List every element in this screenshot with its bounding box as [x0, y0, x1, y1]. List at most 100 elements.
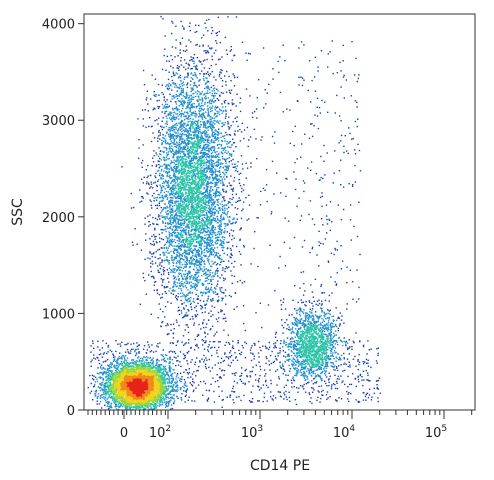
event-dot [168, 379, 170, 381]
event-dot [107, 384, 109, 386]
event-dot [168, 367, 171, 370]
event-dot [154, 403, 156, 406]
event-dot [126, 392, 128, 395]
event-dot [143, 368, 146, 370]
event-dot [112, 395, 114, 398]
event-dot [138, 381, 140, 383]
event-dot [164, 382, 167, 385]
event-dot [126, 368, 128, 370]
event-dot [140, 388, 142, 390]
event-dot [172, 362, 174, 365]
event-dot [154, 405, 156, 407]
event-dot [98, 359, 100, 362]
event-dot [167, 393, 169, 396]
event-dot [123, 386, 125, 388]
event-dot [136, 400, 138, 403]
event-dot [125, 380, 127, 383]
event-dot [130, 379, 132, 381]
event-dot [122, 380, 124, 382]
event-dot [153, 376, 156, 378]
event-dot [136, 392, 138, 395]
event-dot [127, 408, 129, 410]
event-dot [124, 383, 126, 385]
event-dot [110, 364, 113, 366]
event-dot [160, 397, 163, 399]
event-dot [172, 389, 174, 391]
event-dot [157, 396, 159, 398]
event-dot [157, 390, 159, 392]
event-dot [114, 386, 116, 388]
event-dot [146, 386, 149, 388]
event-dot [136, 384, 138, 387]
event-dot [124, 355, 127, 357]
event-dot [144, 371, 147, 373]
event-dot [168, 400, 171, 402]
event-dot [117, 368, 119, 370]
event-dot [158, 384, 160, 387]
event-dot [161, 404, 163, 406]
event-dot [139, 390, 141, 392]
event-dot [118, 386, 121, 388]
event-dot [120, 367, 122, 370]
event-dot [113, 385, 115, 388]
event-dot [161, 374, 163, 377]
event-dot [114, 405, 117, 407]
event-dot [110, 389, 112, 391]
event-dot [125, 386, 127, 388]
event-dot [153, 377, 156, 379]
event-dot [156, 386, 158, 388]
event-dot [140, 391, 142, 393]
event-dot [140, 403, 143, 405]
event-dot [105, 392, 107, 394]
event-dot [101, 382, 103, 384]
event-dot [118, 378, 120, 380]
event-dot [163, 397, 165, 399]
event-dot [176, 385, 178, 388]
event-dot [118, 391, 121, 394]
event-dot [138, 383, 140, 386]
event-dot [164, 370, 167, 373]
event-dot [139, 401, 141, 404]
event-dot [160, 395, 162, 397]
event-dot [158, 399, 161, 401]
event-dot [137, 369, 139, 371]
event-dot [155, 407, 157, 409]
event-dot [125, 360, 128, 362]
event-dot [137, 392, 139, 395]
event-dot [185, 394, 187, 396]
event-dot [109, 390, 111, 393]
event-dot [120, 368, 122, 370]
event-dot [162, 385, 164, 387]
event-dot [135, 381, 138, 383]
event-dot [124, 378, 127, 380]
event-dot [167, 405, 169, 408]
event-dot [145, 374, 147, 376]
event-dot [160, 392, 163, 394]
event-dot [170, 408, 172, 410]
event-dot [116, 367, 118, 369]
event-dot [170, 373, 173, 375]
event-dot [146, 370, 148, 372]
event-dot [129, 408, 131, 410]
event-dot [130, 396, 133, 398]
event-dot [116, 384, 118, 387]
event-dot [122, 399, 125, 401]
event-dot [134, 370, 136, 372]
event-dot [148, 365, 150, 368]
event-dot [143, 403, 145, 405]
event-dot [127, 402, 129, 404]
event-dot [158, 387, 160, 389]
event-dot [108, 389, 110, 391]
event-dot [128, 382, 131, 385]
event-dot [157, 381, 159, 384]
event-dot [99, 371, 101, 374]
event-dot [147, 393, 150, 395]
event-dot [148, 392, 151, 395]
event-dot [106, 382, 108, 385]
event-dot [115, 365, 117, 367]
event-dot [166, 401, 168, 403]
event-dot [170, 404, 173, 406]
event-dot [109, 366, 112, 368]
event-dot [112, 377, 115, 380]
event-dot [137, 382, 139, 385]
